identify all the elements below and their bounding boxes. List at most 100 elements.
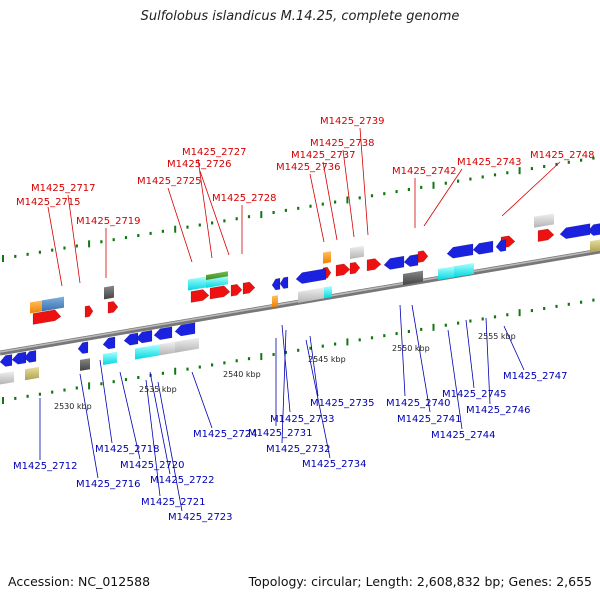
reverse-gene <box>23 350 37 363</box>
feature-box <box>104 285 114 300</box>
reverse-gene <box>383 255 405 270</box>
reverse-gene <box>295 268 327 284</box>
feature-box <box>159 341 175 356</box>
gene-label: M1425_2733 <box>270 414 335 425</box>
reverse-gene <box>77 341 89 354</box>
label-leader-lines <box>39 127 561 512</box>
feature-box <box>403 270 423 285</box>
forward-gene <box>417 250 429 263</box>
forward-gene <box>190 289 210 303</box>
feature-box <box>206 276 228 288</box>
label-leader-line <box>485 317 491 405</box>
feature-box <box>206 271 228 281</box>
reverse-gene <box>11 351 27 365</box>
label-leader-line <box>157 381 183 512</box>
label-leader-line <box>399 304 406 397</box>
forward-gene <box>335 263 351 277</box>
gene-label: M1425_2742 <box>392 166 457 177</box>
label-leader-line <box>342 149 355 238</box>
gene-label: M1425_2727 <box>182 147 247 158</box>
reverse-gene <box>559 223 591 239</box>
reverse-gene <box>135 330 153 344</box>
gene-label: M1425_2744 <box>431 430 496 441</box>
gene-label: M1425_2745 <box>442 389 507 400</box>
gene-label: M1425_2726 <box>167 159 232 170</box>
label-leader-line <box>423 168 463 227</box>
feature-box <box>323 251 331 264</box>
bottom-strand-labels: M1425_2712 M1425_2716 M1425_2718 M1425_2… <box>13 371 568 523</box>
label-leader-line <box>199 170 230 256</box>
label-leader-line <box>99 359 113 444</box>
forward-gene <box>242 281 256 295</box>
gene-label: M1425_2736 <box>276 162 341 173</box>
gene-label: M1425_2740 <box>386 398 451 409</box>
reverse-gene <box>174 322 196 337</box>
feature-box <box>103 351 117 365</box>
genome-stats-text: Topology: circular; Length: 2,608,832 bp… <box>248 574 592 589</box>
forward-gene <box>349 261 361 275</box>
gene-label: M1425_2712 <box>13 461 78 472</box>
label-leader-line <box>447 329 463 430</box>
feature-box <box>350 245 364 259</box>
reverse-gene <box>472 240 494 255</box>
label-leader-line <box>305 339 331 459</box>
label-leader-line <box>119 371 141 460</box>
label-leader-line <box>281 324 291 413</box>
reverse-gene <box>0 354 13 367</box>
label-leader-line <box>281 329 287 444</box>
reverse-gene <box>495 239 507 252</box>
kbp-label: 2550 kbp <box>392 344 430 353</box>
forward-gene <box>230 283 243 297</box>
label-leader-line <box>167 187 193 263</box>
gene-label: M1425_2731 <box>248 428 313 439</box>
reverse-gene <box>587 223 600 236</box>
feature-box <box>590 239 600 253</box>
reverse-gene <box>123 332 139 346</box>
kbp-label: 2545 kbp <box>308 355 346 364</box>
gene-label: M1425_2718 <box>95 444 160 455</box>
gene-label: M1425_2739 <box>320 116 385 127</box>
gene-label: M1425_2724 <box>193 429 258 440</box>
gene-label: M1425_2722 <box>150 475 215 486</box>
reverse-gene <box>279 276 289 289</box>
label-leader-line <box>197 158 213 259</box>
feature-box <box>438 266 454 281</box>
gene-label: M1425_2734 <box>302 459 367 470</box>
label-leader-line <box>465 319 475 389</box>
feature-box <box>42 296 64 312</box>
forward-gene <box>107 301 119 314</box>
label-leader-line <box>322 161 338 241</box>
gene-label: M1425_2746 <box>466 405 531 416</box>
kbp-label: 2540 kbp <box>223 370 261 379</box>
gene-label: M1425_2723 <box>168 512 233 523</box>
feature-box <box>188 276 206 291</box>
gene-label: M1425_2747 <box>503 371 568 382</box>
gene-label: M1425_2720 <box>120 460 185 471</box>
feature-box <box>80 358 90 371</box>
forward-gene <box>366 258 382 272</box>
gene-label: M1425_2719 <box>76 216 141 227</box>
label-leader-line <box>191 371 213 429</box>
label-leader-line <box>501 161 561 217</box>
label-leader-line <box>79 373 99 479</box>
label-leader-line <box>145 379 161 497</box>
reverse-gene <box>446 243 474 259</box>
feature-box <box>298 287 324 303</box>
top-strand-labels: M1425_2717 M1425_2715 M1425_2719 M1425_2… <box>16 116 595 227</box>
kbp-label: 2530 kbp <box>54 402 92 411</box>
label-leader-line <box>359 127 369 236</box>
feature-box <box>135 344 159 360</box>
gene-label: M1425_2721 <box>141 497 206 508</box>
gene-label: M1425_2741 <box>397 414 462 425</box>
gene-features <box>0 213 600 385</box>
label-leader-line <box>67 194 81 284</box>
forward-gene <box>537 228 555 242</box>
forward-gene <box>209 285 231 300</box>
reverse-gene <box>153 326 173 341</box>
gene-label: M1425_2748 <box>530 150 595 161</box>
feature-box <box>324 286 332 299</box>
gene-label: M1425_2715 <box>16 197 81 208</box>
scale-ticks <box>2 156 595 404</box>
gene-label: M1425_2743 <box>457 157 522 168</box>
